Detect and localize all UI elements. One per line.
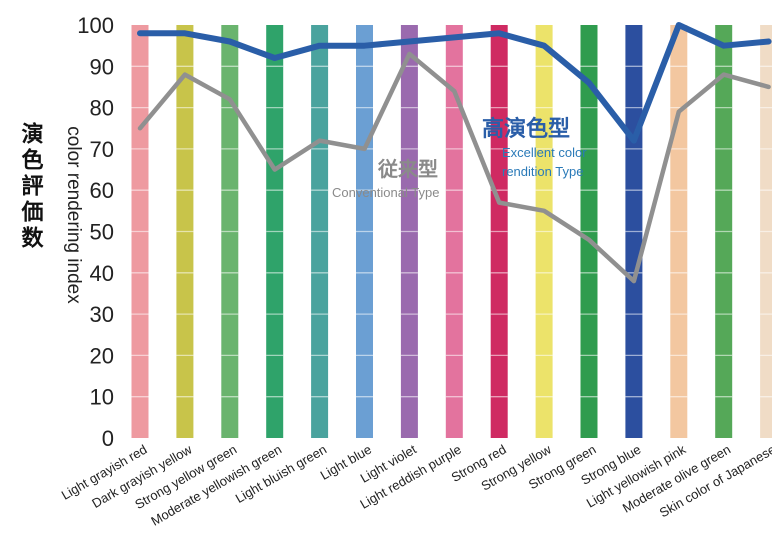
annotations: 高演色型 Excellent color rendition Type 従来型 Conv…	[332, 116, 587, 200]
annotation-excellent-en-2: rendition Type	[502, 164, 583, 179]
y-tick-label: 40	[90, 261, 114, 286]
y-tick-label: 70	[90, 137, 114, 162]
y-tick-label: 100	[77, 13, 114, 38]
annotation-conventional-en: Conventional Type	[332, 185, 439, 200]
annotation-excellent-jp: 高演色型	[482, 116, 570, 142]
y-axis-label-japanese: 演色評価数	[18, 121, 45, 252]
y-tick-label: 60	[90, 178, 114, 203]
y-axis-ticks: 0 10 20 30 40 50 60 70 80 90 100	[77, 13, 114, 451]
y-tick-label: 90	[90, 54, 114, 79]
y-tick-label: 80	[90, 96, 114, 121]
annotation-conventional-jp: 従来型	[377, 157, 438, 181]
series-lines	[137, 22, 772, 284]
y-tick-label: 0	[102, 426, 114, 451]
y-tick-label: 10	[90, 385, 114, 410]
color-sample-bars	[131, 25, 772, 438]
y-axis-label: color rendering index	[63, 126, 84, 304]
annotation-excellent-en-1: Excellent color	[502, 145, 587, 160]
y-tick-label: 50	[90, 220, 114, 245]
y-tick-label: 30	[90, 302, 114, 327]
series-line-conventional	[137, 51, 771, 284]
series-line-excellent	[137, 22, 772, 144]
y-tick-label: 20	[90, 343, 114, 368]
